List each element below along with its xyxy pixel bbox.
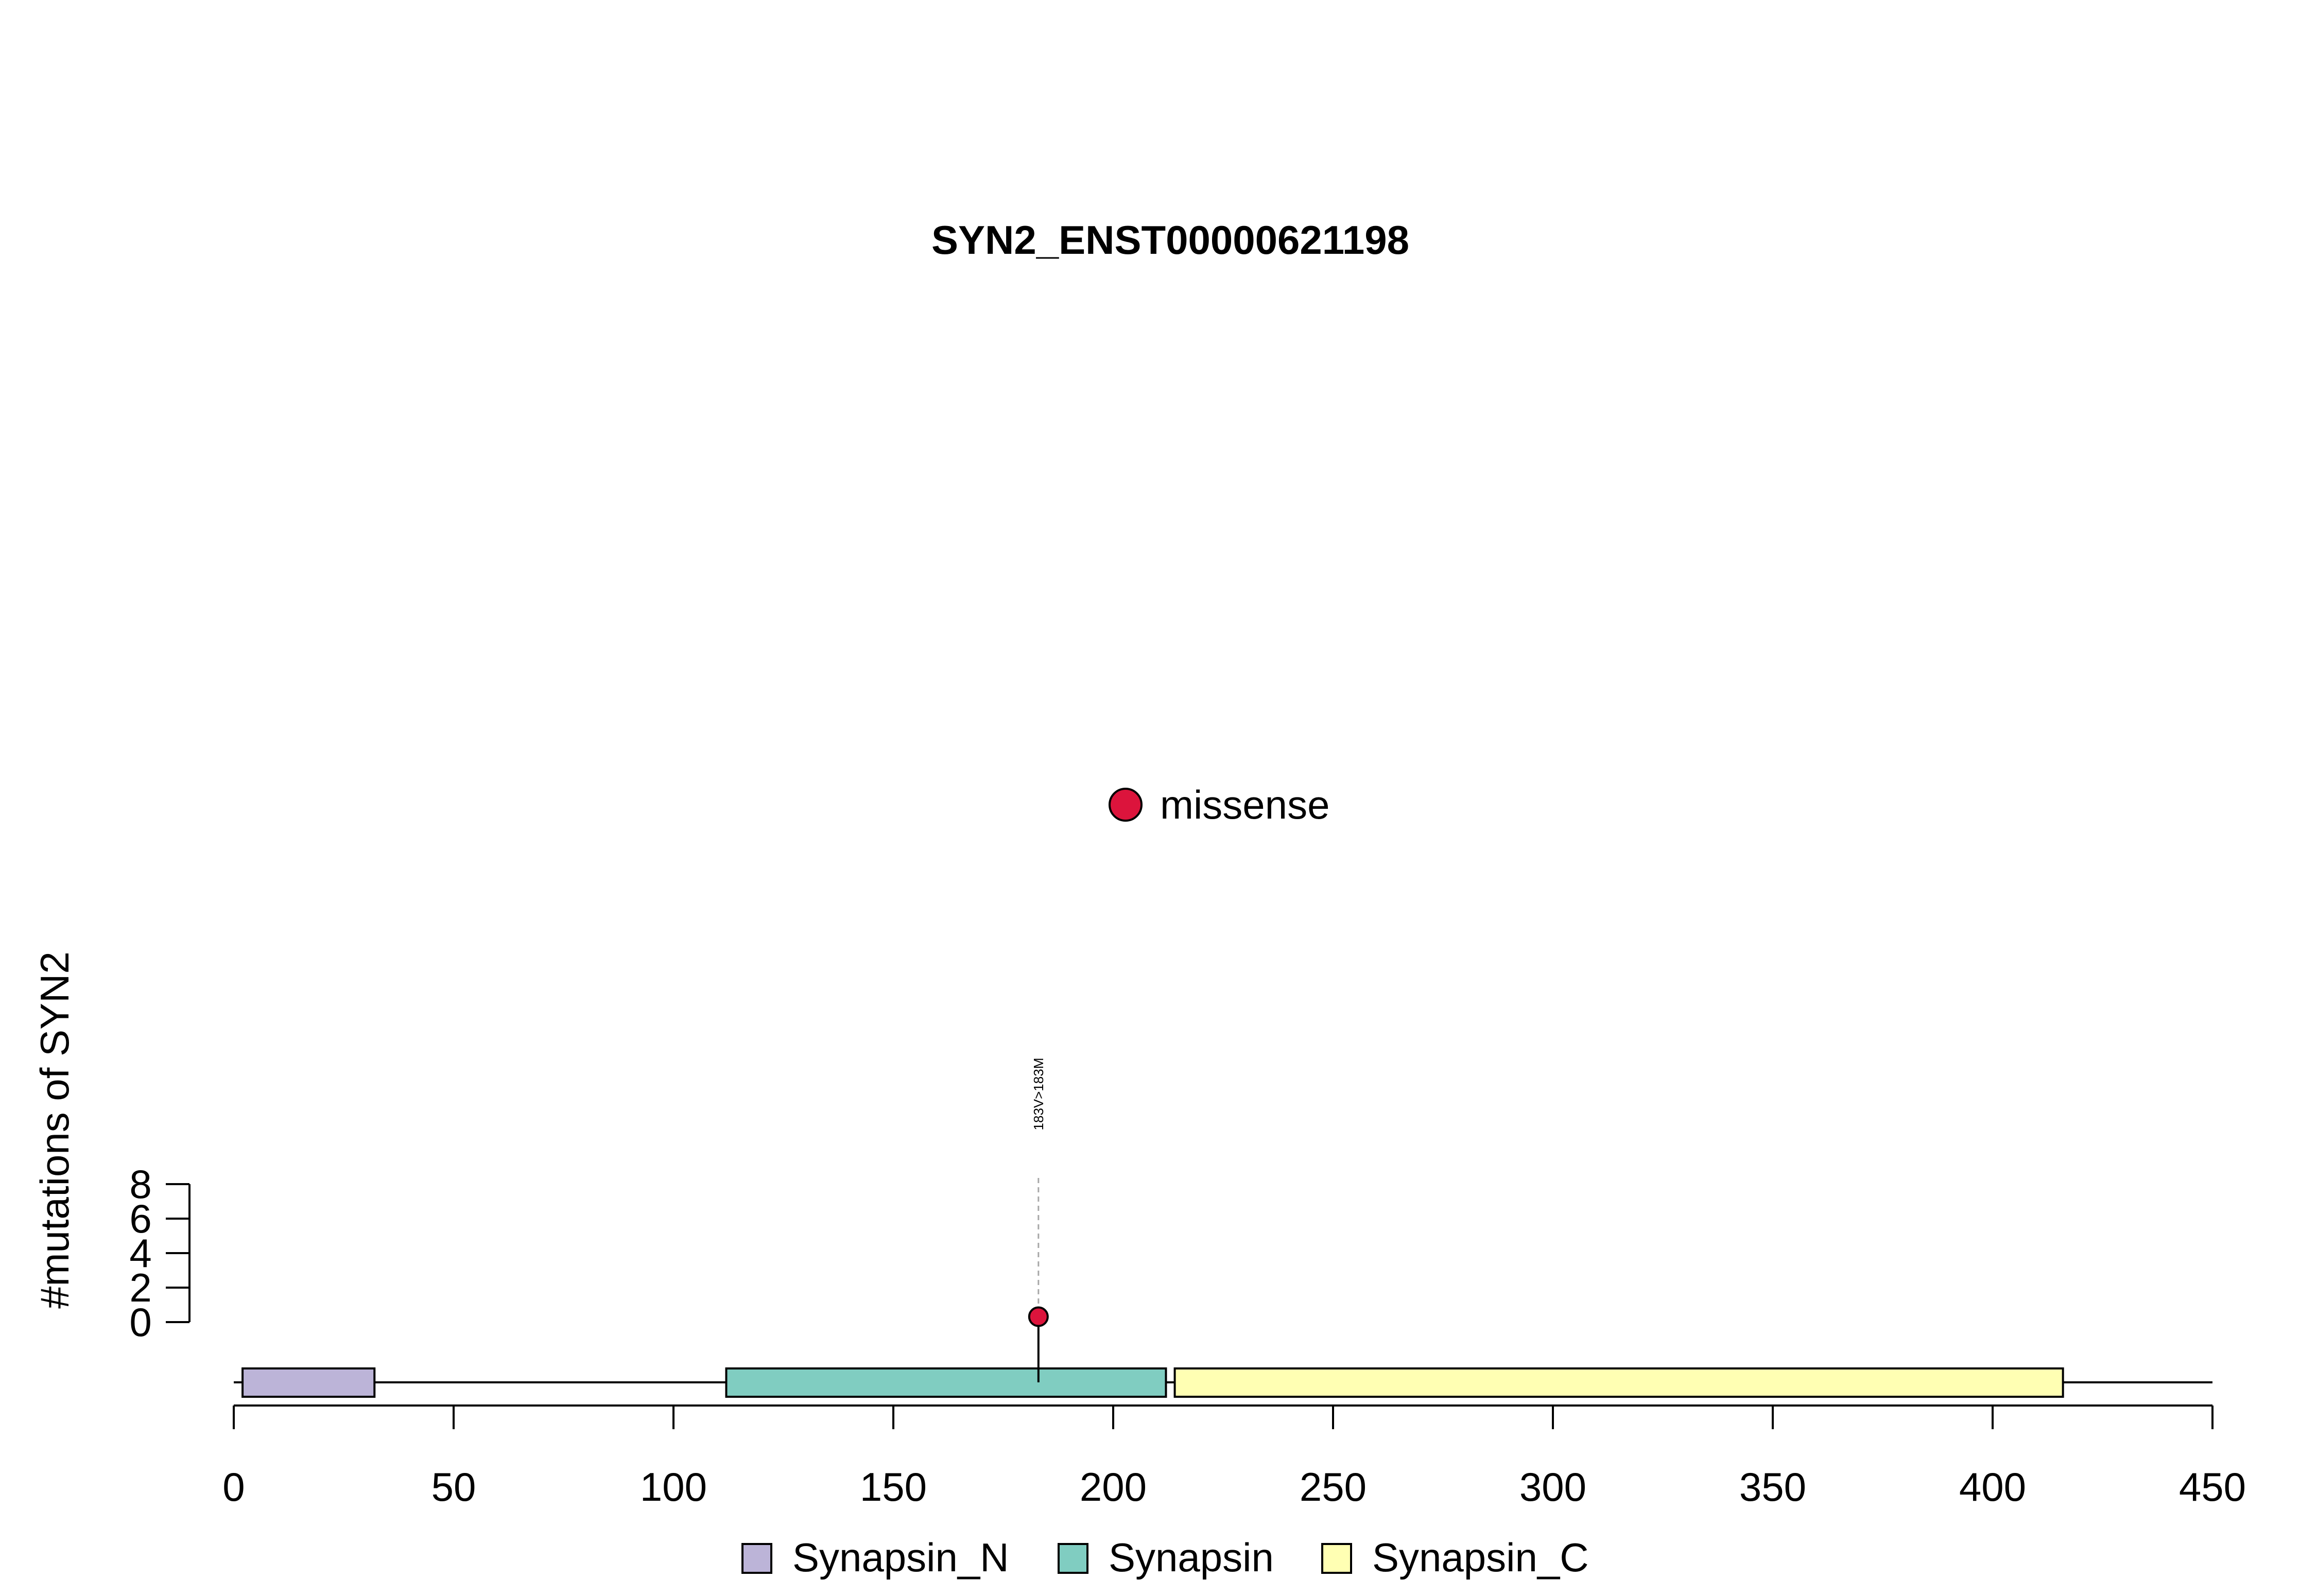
domain-legend: Synapsin_N Synapsin Synapsin_C — [741, 1535, 1589, 1580]
legend-label-missense: missense — [1160, 782, 1329, 827]
legend-label-Synapsin_C: Synapsin_C — [1372, 1535, 1589, 1580]
x-tick-label-400: 400 — [1959, 1464, 2026, 1510]
legend-label-Synapsin: Synapsin — [1109, 1535, 1274, 1580]
x-tick-label-250: 250 — [1300, 1464, 1367, 1510]
mutation-legend: missense — [1109, 782, 1329, 827]
mutations: 183V>183M — [1028, 1058, 1049, 1382]
x-tick-label-150: 150 — [860, 1464, 927, 1510]
x-tick-label-100: 100 — [640, 1464, 707, 1510]
legend-swatch-Synapsin — [1058, 1543, 1088, 1574]
y-tick-label-8: 8 — [129, 1161, 151, 1207]
legend-swatch-Synapsin_C — [1321, 1543, 1352, 1574]
domain-Synapsin_N — [241, 1367, 376, 1398]
y-tick-label-0: 0 — [129, 1299, 151, 1345]
legend-swatch-Synapsin_N — [741, 1543, 772, 1574]
x-tick-label-300: 300 — [1519, 1464, 1586, 1510]
y-axis-label: #mutations of SYN2 — [32, 951, 77, 1309]
y-tick-label-6: 6 — [129, 1196, 151, 1241]
legend-label-Synapsin_N: Synapsin_N — [792, 1535, 1009, 1580]
mutation-label-183: 183V>183M — [1031, 1058, 1046, 1131]
x-tick-label-200: 200 — [1080, 1464, 1147, 1510]
legend-marker-missense — [1109, 788, 1143, 822]
x-tick-label-50: 50 — [431, 1464, 476, 1510]
y-tick-label-2: 2 — [129, 1265, 151, 1310]
chart-title: SYN2_ENST00000621198 — [931, 217, 1409, 263]
x-tick-label-0: 0 — [222, 1464, 245, 1510]
domain-Synapsin_C — [1173, 1367, 2064, 1398]
x-tick-label-350: 350 — [1739, 1464, 1806, 1510]
y-tick-label-4: 4 — [129, 1230, 151, 1276]
mutation-point-183 — [1028, 1306, 1049, 1327]
x-tick-label-450: 450 — [2179, 1464, 2246, 1510]
x-axis: 0 50 100 150 200 250 300 350 400 450 — [222, 1404, 2246, 1510]
domains — [241, 1367, 2064, 1398]
domain-Synapsin — [725, 1367, 1167, 1398]
